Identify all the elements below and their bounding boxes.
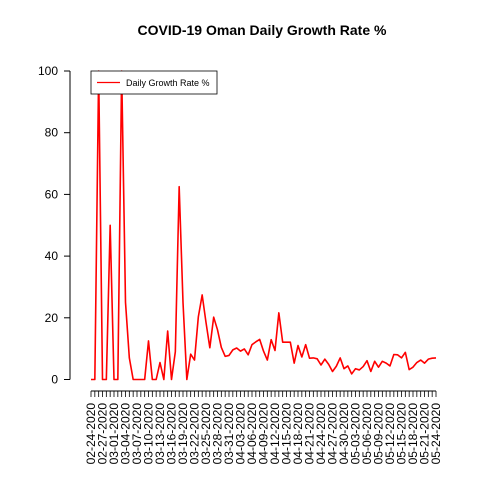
x-tick-label: 04-27-2020 [326, 403, 340, 465]
series-line-daily-growth-rate [91, 70, 437, 381]
x-tick-label: 02-24-2020 [84, 403, 98, 465]
x-tick-label: 04-24-2020 [314, 403, 328, 465]
x-tick-label: 03-13-2020 [153, 403, 167, 465]
x-tick-label: 02-27-2020 [96, 403, 110, 465]
x-tick-label: 05-21-2020 [418, 403, 432, 465]
x-tick-label: 05-06-2020 [360, 403, 374, 465]
legend-box [90, 70, 218, 95]
x-tick-label: 03-25-2020 [199, 403, 213, 465]
x-tick-label: 03-19-2020 [176, 403, 190, 465]
x-tick-label: 04-21-2020 [303, 403, 317, 465]
x-tick-label: 04-03-2020 [234, 403, 248, 465]
x-tick-label: 05-12-2020 [383, 403, 397, 465]
y-axis: 0 20 40 60 80 100 [38, 64, 71, 387]
y-tick-label: 20 [45, 311, 59, 325]
y-tick-label: 40 [45, 249, 59, 263]
x-tick-label: 03-31-2020 [222, 403, 236, 465]
x-tick-label: 04-30-2020 [337, 403, 351, 465]
x-tick-label: 05-24-2020 [429, 403, 443, 465]
x-tick-label: 05-03-2020 [349, 403, 363, 465]
y-tick-label: 80 [45, 126, 59, 140]
x-tick-label: 03-16-2020 [165, 403, 179, 465]
x-tick-label: 04-12-2020 [268, 403, 282, 465]
x-tick-label: 03-01-2020 [107, 403, 121, 465]
x-tick-label: 03-07-2020 [130, 403, 144, 465]
x-axis: 02-24-202002-27-202003-01-202003-04-2020… [84, 390, 443, 465]
legend: Daily Growth Rate % [90, 70, 218, 95]
x-tick-label: 03-28-2020 [211, 403, 225, 465]
x-tick-label: 05-15-2020 [395, 403, 409, 465]
x-tick-label: 03-10-2020 [142, 403, 156, 465]
x-tick-label: 05-09-2020 [372, 403, 386, 465]
chart-title: COVID-19 Oman Daily Growth Rate % [138, 22, 387, 38]
y-tick-label: 100 [38, 64, 58, 78]
x-tick-label: 04-18-2020 [291, 403, 305, 465]
x-tick-label: 04-09-2020 [257, 403, 271, 465]
x-tick-label: 03-22-2020 [188, 403, 202, 465]
x-tick-label: 04-15-2020 [280, 403, 294, 465]
x-tick-label: 03-04-2020 [119, 403, 133, 465]
x-tick-label: 04-06-2020 [245, 403, 259, 465]
legend-label: Daily Growth Rate % [126, 78, 210, 88]
x-tick-label: 05-18-2020 [406, 403, 420, 465]
y-tick-label: 60 [45, 187, 59, 201]
y-tick-label: 0 [51, 373, 58, 387]
